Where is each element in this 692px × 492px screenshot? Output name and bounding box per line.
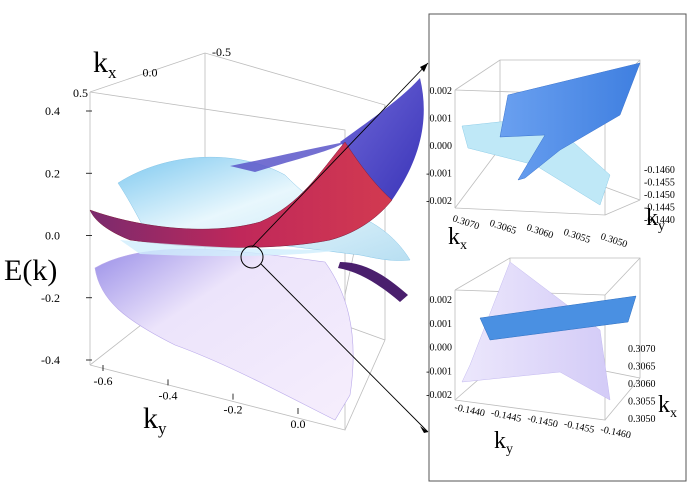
dirac-gap-highlight: [120, 240, 340, 257]
inset-top-z-ticks: 0.002 0.001 0.000 -0.001 -0.002: [426, 86, 452, 207]
main-kx-tick-label: 0.0: [143, 66, 158, 80]
inset-top-ky-tick-label: -0.1460: [644, 165, 675, 176]
zoom-line-upper: [251, 62, 429, 248]
inset-top-upper-plane: [499, 62, 641, 181]
inset-bottom-z-tick-label: -0.001: [426, 366, 452, 377]
zoom-arrow-upper: [420, 63, 428, 72]
crossing-band-blue-edge: [230, 142, 345, 172]
inset-bottom-kx-tick-label: 0.3065: [628, 362, 656, 373]
inset-top-z-tick-label: 0.000: [430, 141, 453, 152]
main-ky-tick-label: -0.4: [159, 388, 178, 402]
inset-bottom-z-tick-label: 0.001: [430, 319, 453, 330]
zoom-arrow-lower: [420, 426, 428, 433]
inset-top-z-tick-label: 0.002: [430, 86, 453, 97]
main-kx-tick-label: -0.5: [212, 45, 231, 59]
lower-band-surface: [94, 248, 354, 421]
main-energy-label: E(k): [4, 254, 57, 287]
main-z-tick-label: 0.2: [45, 166, 60, 180]
inset-top-ky-tick-label: -0.1440: [644, 215, 675, 226]
main-ky-tick-label: -0.6: [94, 374, 113, 388]
inset-bottom-upper-plane: [479, 295, 637, 341]
inset-bottom-z-tick-label: 0.002: [430, 295, 453, 306]
inset-bottom-kx-tick-label: 0.3050: [628, 414, 656, 425]
inset-top-z-tick-label: 0.001: [430, 114, 453, 125]
inset-top-z-tick-label: -0.001: [426, 169, 452, 180]
main-kx-tick-label: 0.5: [73, 86, 88, 100]
main-ky-tick-label: 0.0: [291, 417, 306, 431]
main-kx-ticks: 0.5 0.0 -0.5: [73, 45, 231, 100]
main-z-ticks: 0.4 0.2 0.0 -0.2 -0.4: [41, 104, 92, 367]
inset-top-kx-label: kx: [448, 224, 467, 253]
inset-bottom-kx-tick-label: 0.3055: [628, 397, 656, 408]
main-z-tick-label: -0.4: [41, 353, 60, 367]
lower-band-right-fold: [338, 262, 408, 302]
main-z-tick-label: 0.0: [45, 229, 60, 243]
inset-bottom-z-tick-label: 0.000: [430, 343, 453, 354]
inset-bottom-kx-tick-label: 0.3060: [628, 379, 656, 390]
zoom-line-lower: [260, 263, 429, 433]
inset-top-ky-label: ky: [646, 205, 665, 234]
inset-top-ky-ticks: -0.1460 -0.1455-0.1450 -0.1445-0.1440: [644, 165, 675, 226]
inset-bottom-kx-tick-label: 0.3070: [628, 344, 656, 355]
inset-top-ky-tick-label: -0.1455: [644, 178, 675, 189]
main-ky-label: ky: [143, 402, 167, 438]
inset-bottom-z-tick-label: -0.002: [426, 390, 452, 401]
inset-top-ky-tick-label: -0.1450: [644, 190, 675, 201]
main-ky-ticks: -0.6 -0.4 -0.2 0.0: [94, 365, 306, 431]
main-z-tick-label: 0.4: [45, 104, 60, 118]
inset-top-ky-tick-label: -0.1445: [644, 203, 675, 214]
inset-bottom-kx-label: kx: [658, 392, 677, 421]
main-plot: kx E(k) ky 0.40.20.0-0.2-0.4 0.50.0-0.5 …: [4, 45, 429, 438]
main-kx-label: kx: [93, 46, 117, 82]
inset-top-z-tick-label: -0.002: [426, 196, 452, 207]
main-z-tick-label: -0.2: [41, 291, 60, 305]
dirac-point-circle: [240, 245, 264, 269]
crossing-band-blue-wing: [340, 78, 424, 200]
inset-bottom-kx-ticks: 0.3070 0.3065 0.3060 0.3055 0.3050: [628, 344, 656, 425]
inset-bottom-z-ticks: 0.002 0.001 0.000 -0.001 -0.002: [426, 295, 452, 401]
inset-bottom-ky-label: ky: [494, 428, 513, 457]
main-ky-tick-label: -0.2: [224, 403, 243, 417]
